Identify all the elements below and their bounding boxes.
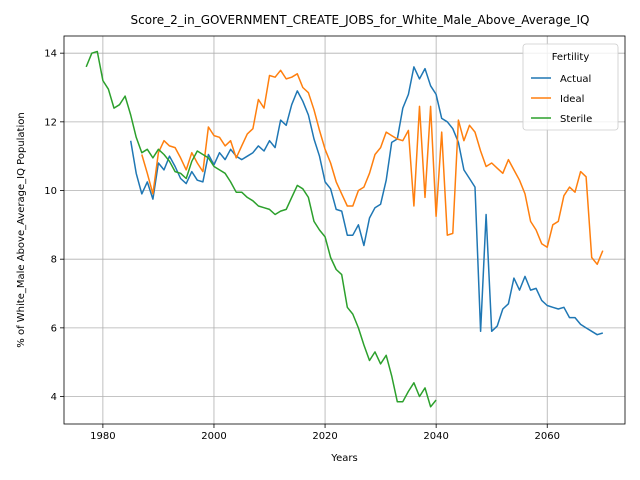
y-tick-label: 14 (44, 49, 57, 60)
x-tick-label: 2060 (535, 431, 560, 442)
y-tick-label: 8 (51, 255, 57, 266)
y-tick-label: 4 (51, 392, 57, 403)
series-line-actual (129, 66, 604, 336)
series-line-sterile (85, 50, 437, 408)
y-tick-label: 10 (44, 186, 57, 197)
y-tick-label: 12 (44, 117, 57, 128)
y-tick-label: 6 (51, 323, 57, 334)
legend: Fertility Actual Ideal Sterile (522, 43, 619, 131)
legend-label: Ideal (560, 94, 584, 105)
x-tick-label: 2020 (312, 431, 337, 442)
series-layer (85, 50, 604, 408)
axes: 1980 2000 2020 2040 2060 4 6 8 10 12 14 (44, 49, 560, 442)
legend-items: Actual Ideal Sterile (531, 74, 592, 125)
plot-frame (63, 35, 626, 425)
chart-title: Score_2_in_GOVERNMENT_CREATE_JOBS_for_Wh… (131, 13, 590, 27)
series-line-ideal (141, 69, 604, 266)
x-tick-label: 1980 (90, 431, 115, 442)
x-tick-label: 2040 (423, 431, 448, 442)
legend-box (522, 43, 619, 131)
legend-label: Sterile (560, 114, 592, 125)
legend-label: Actual (560, 74, 591, 85)
y-axis-title: % of White_Male Above_Average_IQ Populat… (16, 112, 27, 347)
x-axis-title: Years (330, 453, 357, 464)
legend-title: Fertility (552, 52, 590, 63)
x-tick-label: 2000 (201, 431, 226, 442)
